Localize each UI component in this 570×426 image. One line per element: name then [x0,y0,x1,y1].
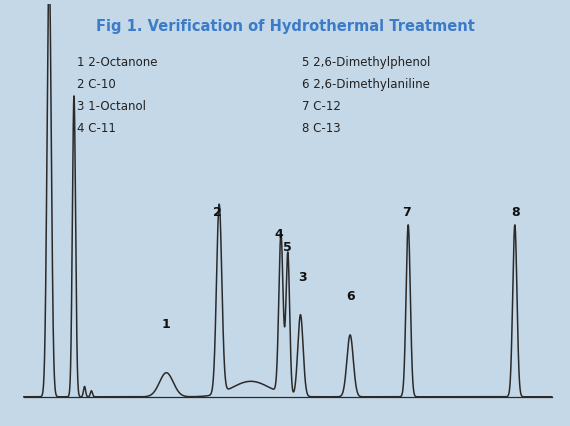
Text: 1 2-Octanone: 1 2-Octanone [77,56,158,69]
Text: 4 C-11: 4 C-11 [77,121,116,135]
Text: Fig 1. Verification of Hydrothermal Treatment: Fig 1. Verification of Hydrothermal Trea… [96,19,474,34]
Text: 7 C-12: 7 C-12 [302,100,341,113]
Text: 7: 7 [402,206,411,219]
Text: 8 C-13: 8 C-13 [302,121,340,135]
Text: 2 C-10: 2 C-10 [77,78,116,91]
Text: 6: 6 [346,290,355,302]
Text: 3 1-Octanol: 3 1-Octanol [77,100,146,113]
Text: 8: 8 [512,206,520,219]
Text: 5 2,6-Dimethylphenol: 5 2,6-Dimethylphenol [302,56,430,69]
Text: 6 2,6-Dimethylaniline: 6 2,6-Dimethylaniline [302,78,430,91]
Text: 4: 4 [275,228,283,241]
Text: 3: 3 [298,271,307,284]
Text: 1: 1 [162,318,171,331]
Text: 2: 2 [213,206,221,219]
Text: 5: 5 [283,241,292,253]
